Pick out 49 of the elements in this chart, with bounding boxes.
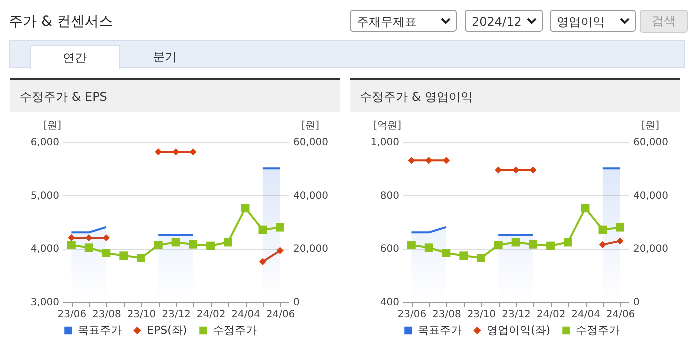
y-tick-label: 400: [380, 298, 400, 308]
x-tick-label: 24/02: [196, 310, 226, 320]
x-tick-label: 23/08: [432, 310, 462, 320]
legend-label: 목표주가: [418, 324, 462, 337]
x-tick-label: 23/12: [502, 310, 531, 320]
x-tick-label: 24/06: [606, 310, 636, 320]
y-tick-label: 5,000: [30, 190, 60, 202]
y-axis-title: [원]: [44, 120, 62, 132]
y2-axis-title: [원]: [642, 120, 660, 132]
y-tick-label: 4,000: [30, 244, 60, 256]
text: 2024/12: [472, 15, 522, 29]
x-tick-label: 24/04: [232, 310, 260, 320]
y2-axis-title: [원]: [302, 120, 320, 132]
y-tick-label: 1,000: [370, 138, 400, 148]
chart-title: 수정주가 & EPS: [10, 80, 340, 112]
x-tick-label: 24/02: [536, 310, 566, 320]
y2-tick-label: 40,000: [294, 190, 328, 202]
x-tick-label: 23/12: [162, 310, 191, 320]
legend-label: 영업이익(좌): [487, 324, 551, 337]
y2-tick-label: 40,000: [634, 190, 668, 202]
y-tick-label: 600: [380, 244, 400, 256]
legend-label: 수정주가: [213, 324, 257, 337]
legend-label: 목표주가: [78, 324, 122, 337]
x-tick-label: 23/06: [58, 310, 87, 320]
text: 주재무제표: [357, 15, 417, 29]
text: 연간: [30, 45, 120, 69]
y2-tick-label: 0: [634, 298, 640, 308]
legend-label: EPS(좌): [147, 324, 188, 337]
y-axis-title: [억원]: [374, 120, 402, 132]
legend-label: 수정주가: [576, 324, 620, 337]
y2-tick-label: 60,000: [294, 138, 328, 148]
text: 검색: [640, 10, 688, 33]
y2-tick-label: 0: [294, 298, 300, 308]
y2-tick-label: 60,000: [634, 138, 668, 148]
text: 주가 & 컨센서스: [9, 13, 113, 31]
x-tick-label: 23/10: [467, 310, 496, 320]
y-tick-label: 800: [380, 190, 400, 202]
x-tick-label: 23/08: [92, 310, 122, 320]
text: 분기: [152, 49, 178, 66]
x-tick-label: 23/06: [398, 310, 427, 320]
y2-tick-label: 20,000: [634, 244, 668, 256]
y-tick-label: 6,000: [30, 138, 60, 148]
chart-title: 수정주가 & 영업이익: [350, 80, 680, 112]
y-tick-label: 3,000: [30, 298, 60, 308]
x-tick-label: 23/10: [127, 310, 156, 320]
text: 영업이익: [557, 15, 605, 29]
y2-tick-label: 20,000: [294, 244, 328, 256]
x-tick-label: 24/06: [266, 310, 296, 320]
x-tick-label: 24/04: [572, 310, 600, 320]
